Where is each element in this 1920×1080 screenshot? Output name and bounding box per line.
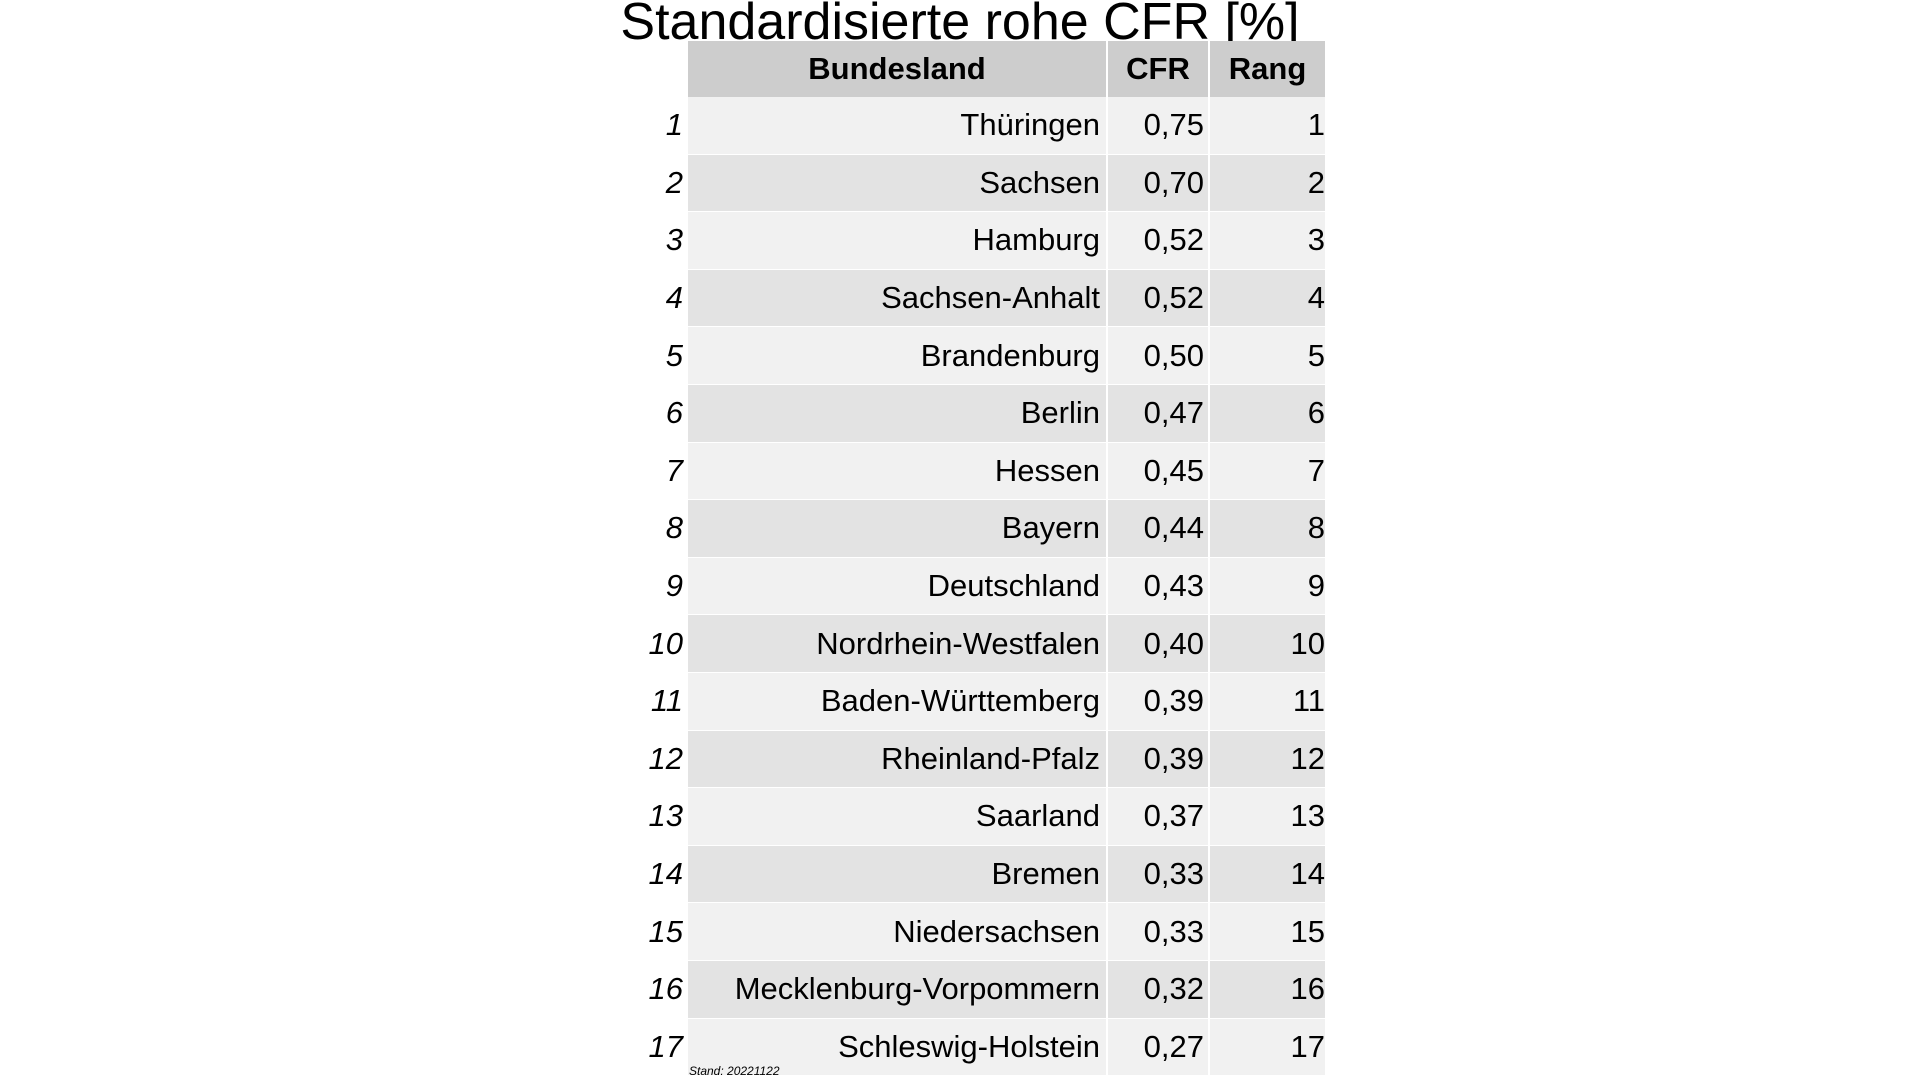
cfr-table: Bundesland CFR Rang 1 Thüringen 0,75 1 2 Sach…: [630, 41, 1325, 1077]
cell-cfr: 0,47: [1108, 384, 1210, 443]
table-row: 10 Nordrhein-Westfalen 0,40 10: [630, 615, 1325, 673]
row-index: 17: [630, 1018, 688, 1077]
cell-rang: 7: [1210, 442, 1325, 501]
row-index: 5: [630, 327, 688, 385]
table-body: 1 Thüringen 0,75 1 2 Sachsen 0,70 2 3 Hamburg 0,52…: [630, 97, 1325, 1077]
table-row: 3 Hamburg 0,52 3: [630, 212, 1325, 270]
cell-cfr: 0,27: [1108, 1018, 1210, 1077]
cell-rang: 6: [1210, 384, 1325, 443]
table-row: 14 Bremen 0,33 14: [630, 845, 1325, 904]
cell-rang: 3: [1210, 212, 1325, 270]
cell-bundesland: Baden-Württemberg: [688, 672, 1108, 731]
table-row: 8 Bayern 0,44 8: [630, 500, 1325, 558]
cell-bundesland: Hessen: [688, 442, 1108, 501]
cell-cfr: 0,37: [1108, 788, 1210, 846]
row-index: 13: [630, 788, 688, 846]
table-row: 5 Brandenburg 0,50 5: [630, 327, 1325, 385]
cell-rang: 4: [1210, 269, 1325, 328]
cell-cfr: 0,39: [1108, 672, 1210, 731]
table-row: 9 Deutschland 0,43 9: [630, 557, 1325, 616]
row-index: 10: [630, 615, 688, 673]
cell-cfr: 0,50: [1108, 327, 1210, 385]
cell-cfr: 0,32: [1108, 960, 1210, 1019]
cell-rang: 8: [1210, 500, 1325, 558]
column-header-bundesland: Bundesland: [688, 41, 1108, 97]
cell-bundesland: Rheinland-Pfalz: [688, 730, 1108, 789]
table-row: 4 Sachsen-Anhalt 0,52 4: [630, 269, 1325, 328]
cell-cfr: 0,70: [1108, 154, 1210, 213]
cell-cfr: 0,75: [1108, 97, 1210, 155]
table-row: 15 Niedersachsen 0,33 15: [630, 903, 1325, 961]
cell-rang: 11: [1210, 672, 1325, 731]
row-index: 14: [630, 845, 688, 904]
cell-rang: 2: [1210, 154, 1325, 213]
cell-rang: 5: [1210, 327, 1325, 385]
row-index: 3: [630, 212, 688, 270]
column-header-cfr: CFR: [1108, 41, 1210, 97]
cell-cfr: 0,52: [1108, 269, 1210, 328]
table-row: 13 Saarland 0,37 13: [630, 788, 1325, 846]
cell-bundesland: Hamburg: [688, 212, 1108, 270]
table-header-row: Bundesland CFR Rang: [630, 41, 1325, 97]
cell-cfr: 0,45: [1108, 442, 1210, 501]
row-index: 2: [630, 154, 688, 213]
row-index: 9: [630, 557, 688, 616]
row-index: 11: [630, 672, 688, 731]
table-row: 12 Rheinland-Pfalz 0,39 12: [630, 730, 1325, 789]
cell-cfr: 0,40: [1108, 615, 1210, 673]
cell-bundesland: Bayern: [688, 500, 1108, 558]
cell-bundesland: Berlin: [688, 384, 1108, 443]
cell-rang: 13: [1210, 788, 1325, 846]
cell-rang: 1: [1210, 97, 1325, 155]
row-index: 16: [630, 960, 688, 1019]
index-header: [630, 41, 688, 97]
cell-cfr: 0,33: [1108, 903, 1210, 961]
cell-cfr: 0,44: [1108, 500, 1210, 558]
table-row: 1 Thüringen 0,75 1: [630, 97, 1325, 155]
table-row: 17 Schleswig-Holstein 0,27 17: [630, 1018, 1325, 1077]
cell-cfr: 0,39: [1108, 730, 1210, 789]
table-row: 16 Mecklenburg-Vorpommern 0,32 16: [630, 960, 1325, 1019]
cell-bundesland: Niedersachsen: [688, 903, 1108, 961]
cell-bundesland: Schleswig-Holstein: [688, 1018, 1108, 1077]
cell-bundesland: Saarland: [688, 788, 1108, 846]
cell-bundesland: Sachsen-Anhalt: [688, 269, 1108, 328]
row-index: 1: [630, 97, 688, 155]
cell-bundesland: Deutschland: [688, 557, 1108, 616]
table-row: 11 Baden-Württemberg 0,39 11: [630, 672, 1325, 731]
cell-rang: 10: [1210, 615, 1325, 673]
column-header-rang: Rang: [1210, 41, 1325, 97]
cell-bundesland: Thüringen: [688, 97, 1108, 155]
row-index: 8: [630, 500, 688, 558]
row-index: 12: [630, 730, 688, 789]
row-index: 7: [630, 442, 688, 501]
cell-cfr: 0,43: [1108, 557, 1210, 616]
cell-cfr: 0,33: [1108, 845, 1210, 904]
table-row: 7 Hessen 0,45 7: [630, 442, 1325, 501]
cell-rang: 17: [1210, 1018, 1325, 1077]
row-index: 15: [630, 903, 688, 961]
cell-bundesland: Sachsen: [688, 154, 1108, 213]
cell-bundesland: Nordrhein-Westfalen: [688, 615, 1108, 673]
cell-rang: 15: [1210, 903, 1325, 961]
cell-bundesland: Mecklenburg-Vorpommern: [688, 960, 1108, 1019]
table-row: 2 Sachsen 0,70 2: [630, 154, 1325, 213]
table-row: 6 Berlin 0,47 6: [630, 384, 1325, 443]
footnote-stand: Stand: 20221122: [689, 1064, 780, 1078]
cell-bundesland: Bremen: [688, 845, 1108, 904]
cell-rang: 16: [1210, 960, 1325, 1019]
cell-cfr: 0,52: [1108, 212, 1210, 270]
cell-rang: 14: [1210, 845, 1325, 904]
cell-rang: 12: [1210, 730, 1325, 789]
row-index: 4: [630, 269, 688, 328]
cell-rang: 9: [1210, 557, 1325, 616]
row-index: 6: [630, 384, 688, 443]
cell-bundesland: Brandenburg: [688, 327, 1108, 385]
